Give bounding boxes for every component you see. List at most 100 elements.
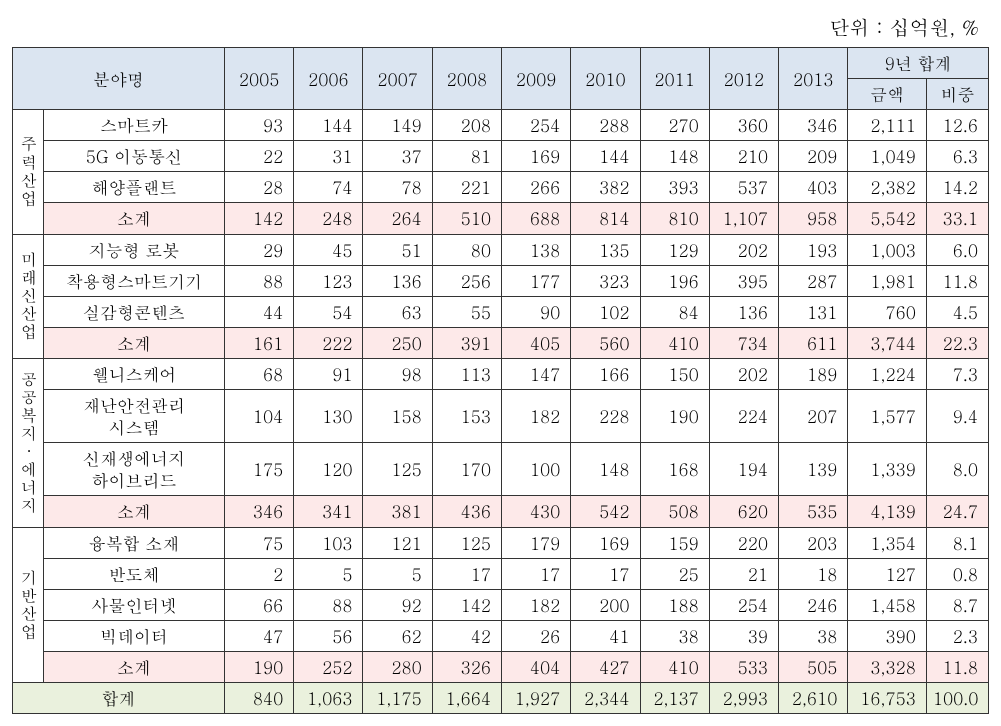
data-cell: 16,753 [848,682,927,713]
data-cell: 430 [502,496,571,527]
row-name: 해양플랜트 [44,172,225,203]
data-cell: 254 [502,110,571,141]
data-cell: 44 [224,296,293,327]
data-cell: 39 [709,620,778,651]
data-cell: 209 [779,141,848,172]
data-cell: 2,111 [848,110,927,141]
data-cell: 390 [848,620,927,651]
row-name: 착용형스마트기기 [44,265,225,296]
category-label: 기반산업 [13,527,44,682]
data-cell: 208 [432,110,501,141]
data-cell: 2,137 [640,682,709,713]
data-cell: 8.7 [926,589,988,620]
data-cell: 17 [432,558,501,589]
data-cell: 537 [709,172,778,203]
table-row: 빅데이터4756624226413839383902.3 [13,620,989,651]
data-cell: 161 [224,327,293,358]
data-cell: 74 [294,172,363,203]
data-cell: 508 [640,496,709,527]
data-cell: 78 [363,172,432,203]
subtotal-label: 소계 [44,651,225,682]
data-table: 분야명 2005 2006 2007 2008 2009 2010 2011 2… [12,47,989,714]
data-cell: 1,049 [848,141,927,172]
data-cell: 264 [363,203,432,234]
total-row: 합계8401,0631,1751,6641,9272,3442,1372,993… [13,682,989,713]
data-cell: 1,107 [709,203,778,234]
data-cell: 31 [294,141,363,172]
data-cell: 190 [224,651,293,682]
data-cell: 760 [848,296,927,327]
data-cell: 404 [502,651,571,682]
data-cell: 266 [502,172,571,203]
data-cell: 814 [571,203,640,234]
data-cell: 220 [709,527,778,558]
data-cell: 5,542 [848,203,927,234]
data-cell: 341 [294,496,363,527]
header-year: 2006 [294,48,363,110]
data-cell: 138 [502,234,571,265]
data-cell: 1,063 [294,682,363,713]
subtotal-label: 소계 [44,327,225,358]
data-cell: 1,354 [848,527,927,558]
row-name: 빅데이터 [44,620,225,651]
data-cell: 75 [224,527,293,558]
data-cell: 3,744 [848,327,927,358]
data-cell: 148 [571,443,640,496]
data-cell: 2,610 [779,682,848,713]
data-cell: 1,003 [848,234,927,265]
data-cell: 560 [571,327,640,358]
data-cell: 100 [502,443,571,496]
data-cell: 0.8 [926,558,988,589]
table-row: 5G 이동통신223137811691441482102091,0496.3 [13,141,989,172]
data-cell: 203 [779,527,848,558]
data-cell: 102 [571,296,640,327]
data-cell: 7.3 [926,358,988,389]
table-row: 해양플랜트2874782212663823935374032,38214.2 [13,172,989,203]
data-cell: 3,328 [848,651,927,682]
data-cell: 41 [571,620,640,651]
header-year: 2012 [709,48,778,110]
data-cell: 611 [779,327,848,358]
data-cell: 11.8 [926,265,988,296]
data-cell: 8.0 [926,443,988,496]
data-cell: 248 [294,203,363,234]
row-name: 5G 이동통신 [44,141,225,172]
data-cell: 169 [502,141,571,172]
data-cell: 8.1 [926,527,988,558]
data-cell: 188 [640,589,709,620]
data-cell: 5 [294,558,363,589]
data-cell: 189 [779,358,848,389]
data-cell: 381 [363,496,432,527]
data-cell: 135 [571,234,640,265]
data-cell: 120 [294,443,363,496]
header-year: 2013 [779,48,848,110]
data-cell: 2,344 [571,682,640,713]
data-cell: 38 [779,620,848,651]
data-cell: 360 [709,110,778,141]
data-cell: 9.4 [926,390,988,443]
data-cell: 326 [432,651,501,682]
data-cell: 166 [571,358,640,389]
table-row: 착용형스마트기기881231362561773231963952871,9811… [13,265,989,296]
data-cell: 1,224 [848,358,927,389]
data-cell: 510 [432,203,501,234]
data-cell: 1,927 [502,682,571,713]
data-cell: 125 [363,443,432,496]
data-cell: 270 [640,110,709,141]
data-cell: 42 [432,620,501,651]
category-label: 미래신산업 [13,234,44,358]
header-ratio: 비중 [926,79,988,110]
data-cell: 436 [432,496,501,527]
data-cell: 131 [779,296,848,327]
data-cell: 194 [709,443,778,496]
header-year: 2008 [432,48,501,110]
data-cell: 177 [502,265,571,296]
data-cell: 393 [640,172,709,203]
table-header: 분야명 2005 2006 2007 2008 2009 2010 2011 2… [13,48,989,110]
data-cell: 123 [294,265,363,296]
data-cell: 1,339 [848,443,927,496]
data-cell: 139 [779,443,848,496]
data-cell: 810 [640,203,709,234]
row-name: 지능형 로봇 [44,234,225,265]
data-cell: 147 [502,358,571,389]
